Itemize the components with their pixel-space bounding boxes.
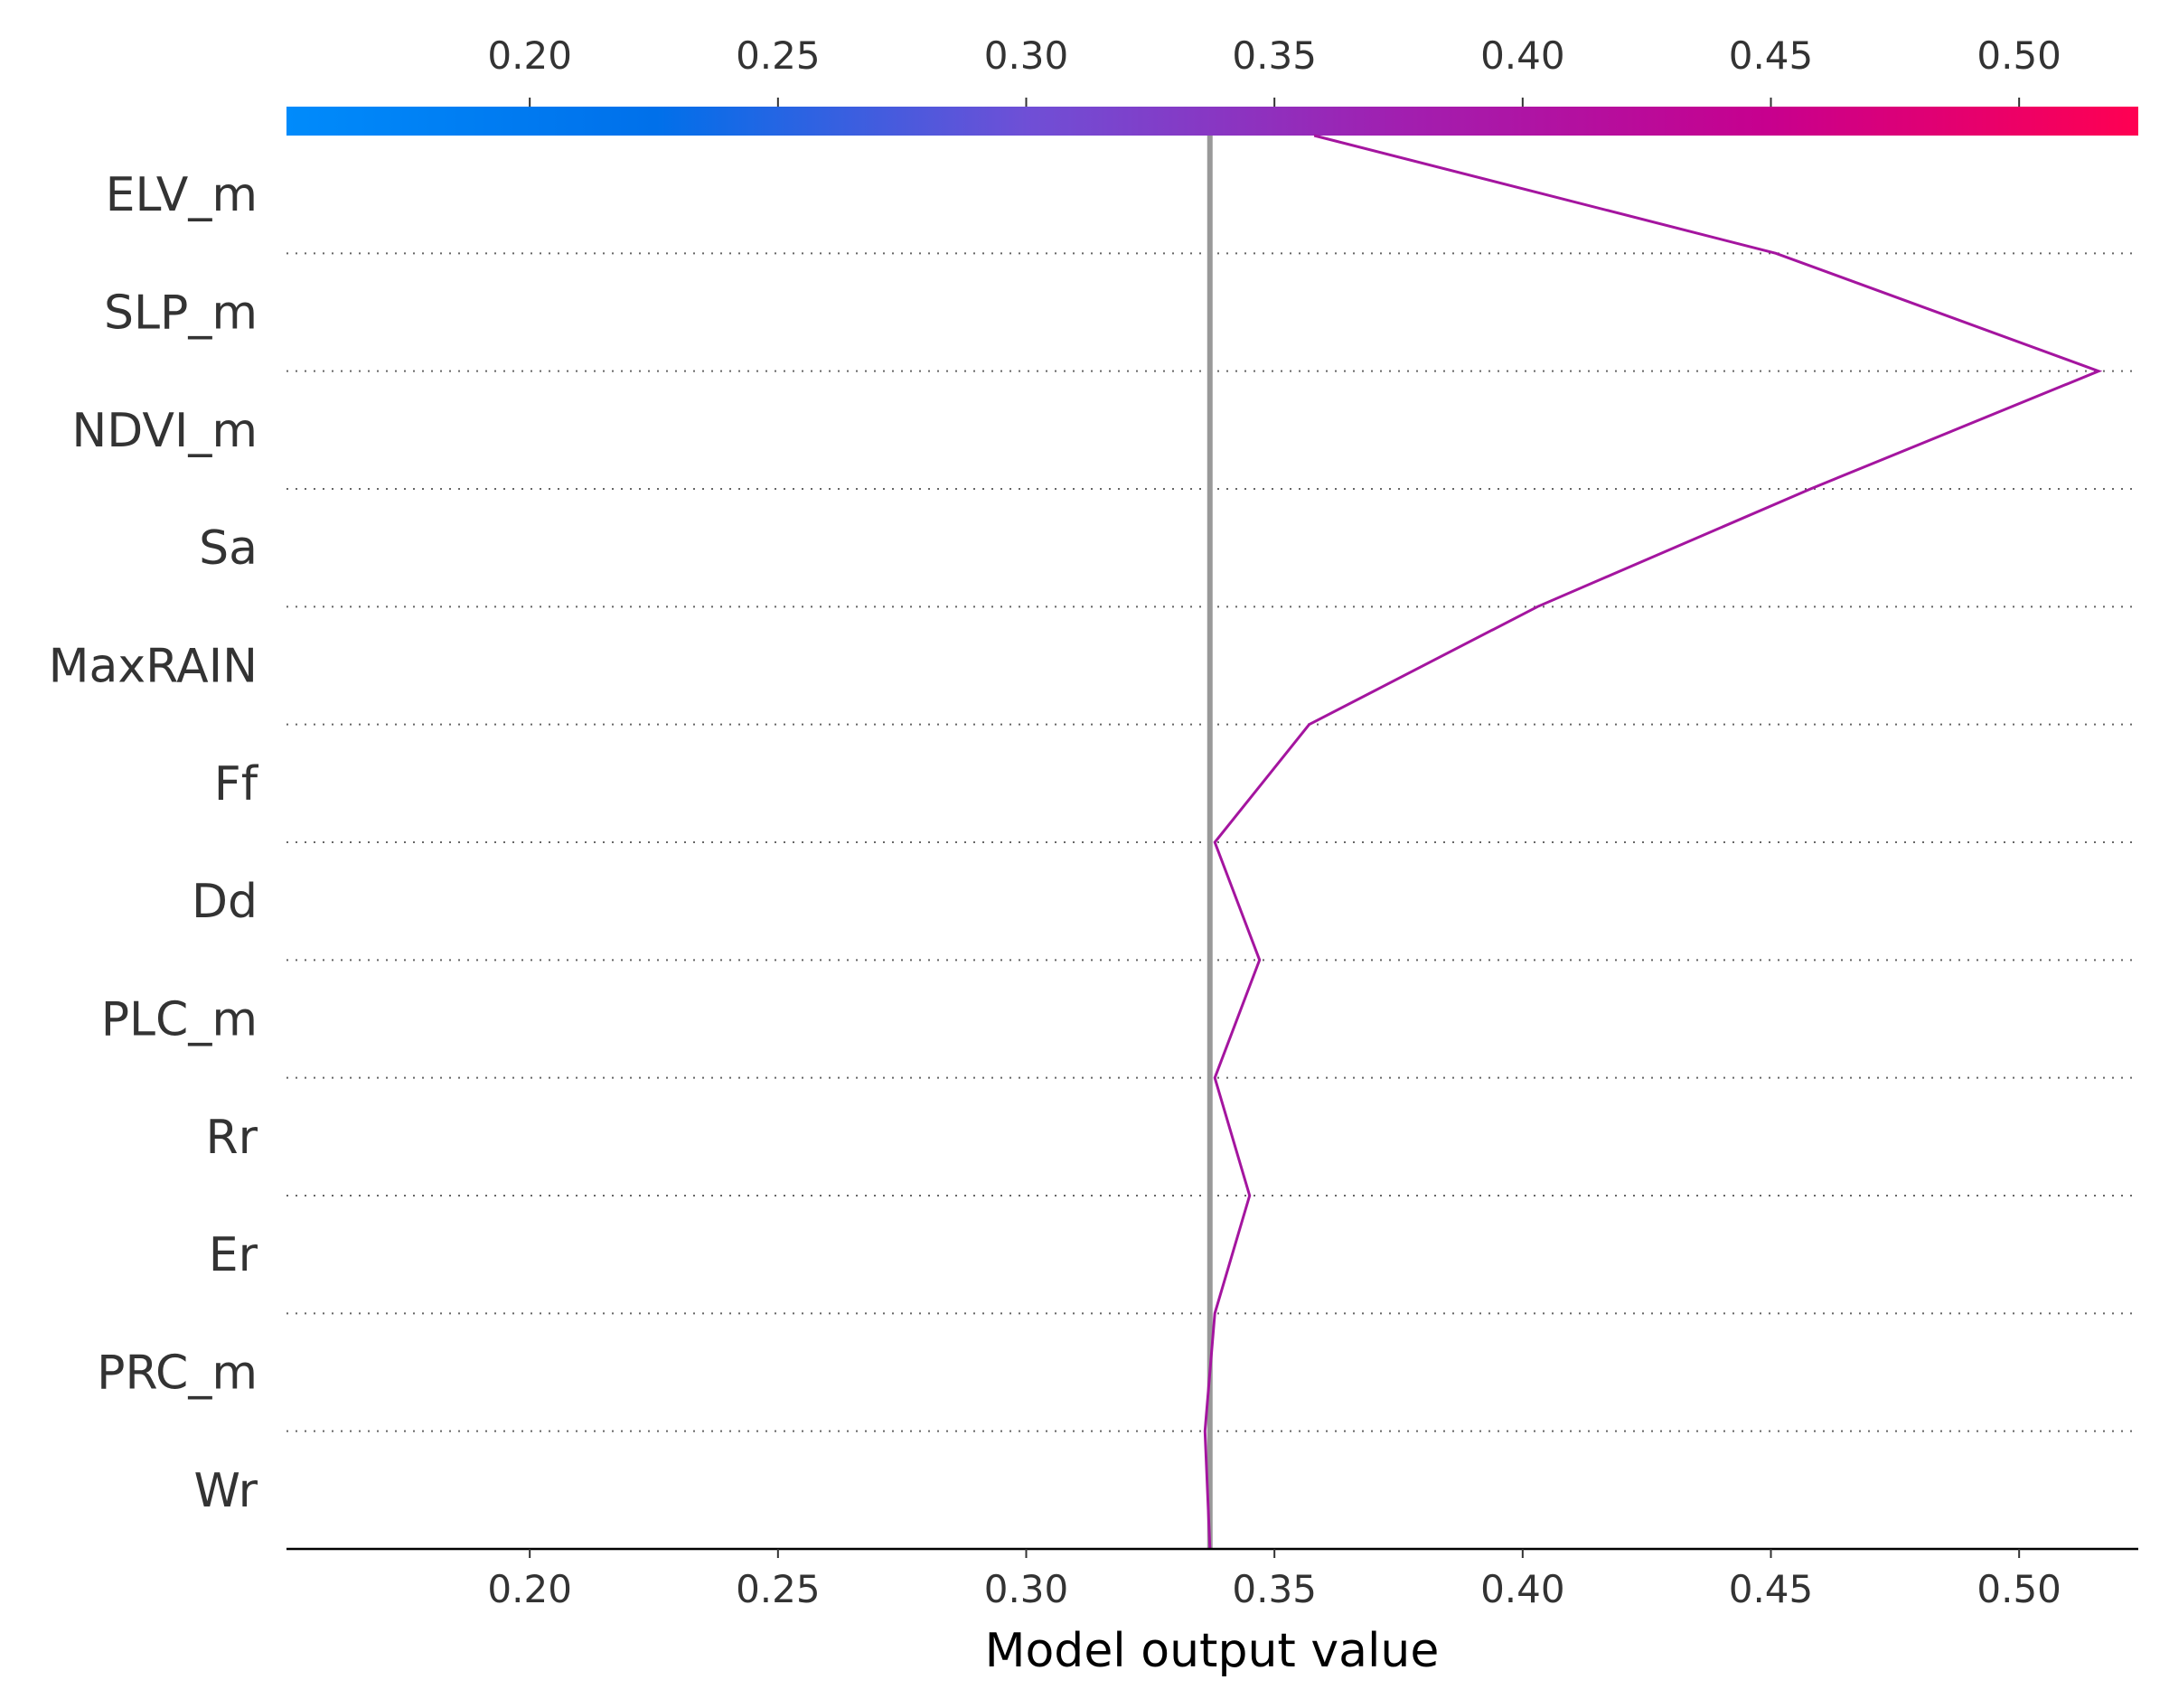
top-tick-label: 0.25: [736, 33, 821, 78]
top-tick-label: 0.30: [984, 33, 1069, 78]
feature-label: MaxRAIN: [49, 640, 258, 694]
decision-path-line: [1203, 134, 2103, 1550]
top-tick-label: 0.45: [1729, 33, 1814, 78]
colorbar: [286, 107, 2138, 136]
bottom-tick-label: 0.20: [487, 1567, 572, 1611]
feature-label: ELV_m: [106, 168, 258, 222]
feature-label: Er: [209, 1228, 258, 1282]
feature-label: Rr: [205, 1111, 258, 1165]
bottom-tick-label: 0.25: [736, 1567, 821, 1611]
bottom-tick-label: 0.40: [1480, 1567, 1565, 1611]
bottom-tick-label: 0.45: [1729, 1567, 1814, 1611]
top-tick-label: 0.20: [487, 33, 572, 78]
feature-label: SLP_m: [104, 286, 258, 341]
x-axis-title: Model output value: [985, 1624, 1440, 1678]
bottom-tick-label: 0.50: [1977, 1567, 2061, 1611]
bottom-tick-label: 0.30: [984, 1567, 1069, 1611]
feature-label-group: ELV_m SLP_m NDVI_m Sa MaxRAIN Ff Dd PLC_m Rr Er PR…: [49, 168, 259, 1518]
feature-label: NDVI_m: [71, 404, 258, 458]
bottom-tick-label: 0.35: [1232, 1567, 1317, 1611]
feature-label: Ff: [214, 757, 259, 812]
top-tick-label: 0.35: [1232, 33, 1317, 78]
feature-label: PRC_m: [97, 1347, 258, 1401]
bottom-tick-group: 0.20 0.25 0.30 0.35 0.40 0.45 0.50: [487, 1549, 2061, 1611]
top-tick-group: 0.20 0.25 0.30 0.35 0.40 0.45 0.50: [487, 33, 2061, 107]
feature-label: Sa: [199, 521, 258, 576]
feature-label: Dd: [192, 875, 258, 929]
feature-label: Wr: [194, 1464, 258, 1518]
row-separators: [286, 252, 2138, 1432]
feature-label: PLC_m: [101, 993, 258, 1047]
top-tick-label: 0.50: [1977, 33, 2061, 78]
top-tick-label: 0.40: [1480, 33, 1565, 78]
